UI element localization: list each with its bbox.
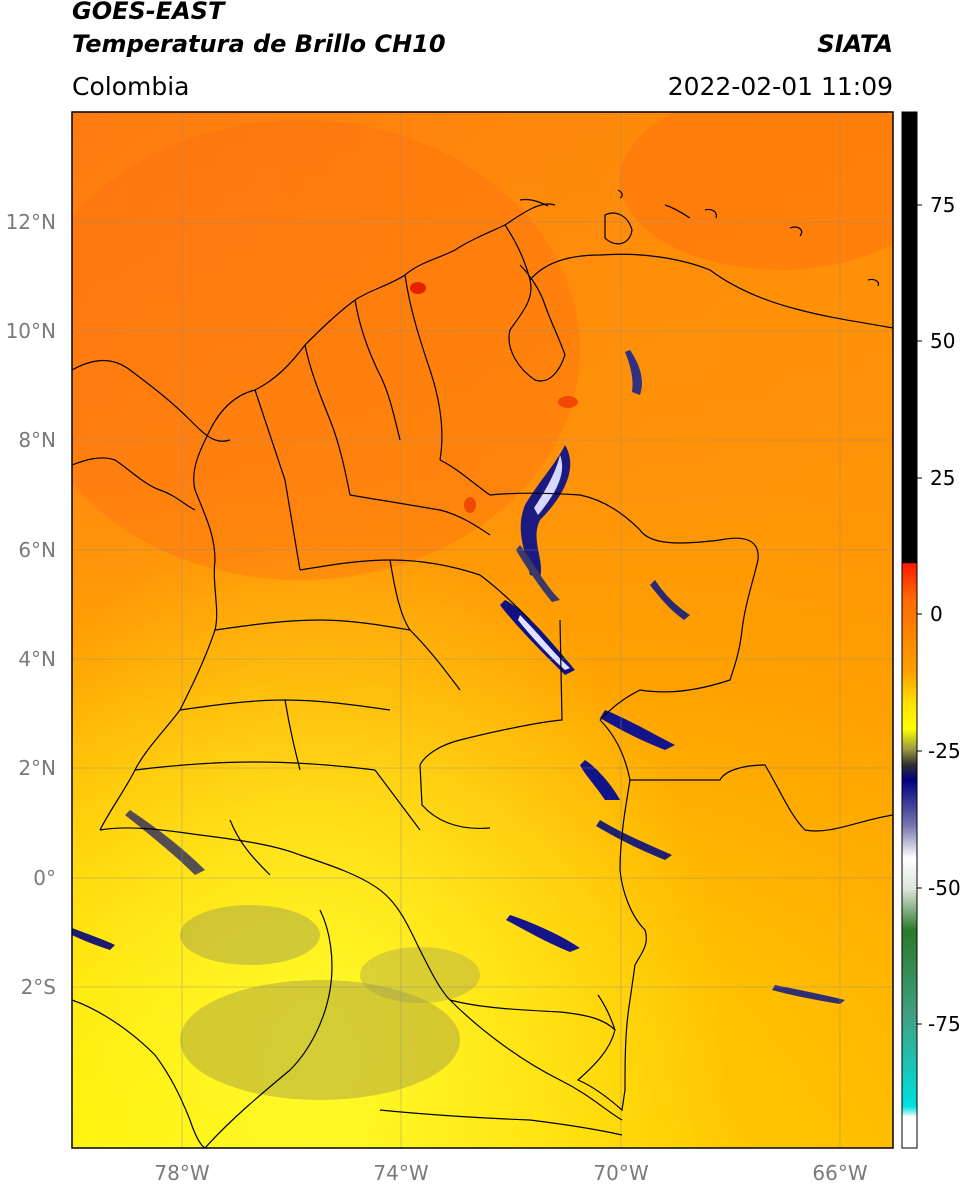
colorbar-tick-75: 75	[930, 193, 955, 217]
lat-labels: 12°N 10°N 8°N 6°N 4°N 2°N 0° 2°S	[6, 210, 56, 999]
agency-label: SIATA	[817, 30, 893, 58]
lat-label-8n: 8°N	[18, 428, 56, 452]
country-borders	[72, 189, 893, 1148]
lon-label-78w: 78°W	[154, 1161, 209, 1185]
map-frame	[71, 111, 894, 1149]
colorbar-tick-neg75: -75	[928, 1012, 961, 1036]
lon-labels: 78°W 74°W 70°W 66°W	[154, 1161, 867, 1185]
lat-label-4n: 4°N	[18, 647, 56, 671]
lat-label-2n: 2°N	[18, 756, 56, 780]
region-label: Colombia	[72, 72, 190, 101]
lat-label-12n: 12°N	[6, 210, 56, 234]
lon-label-70w: 70°W	[593, 1161, 648, 1185]
lat-label-10n: 10°N	[6, 319, 56, 343]
colorbar-tick-50: 50	[930, 329, 955, 353]
colorbar: 75 50 25 0 -25 -50 -75	[901, 111, 961, 1149]
lat-label-6n: 6°N	[18, 538, 56, 562]
lon-label-66w: 66°W	[812, 1161, 867, 1185]
colorbar-tick-25: 25	[930, 466, 955, 490]
satellite-title: GOES-EAST	[72, 0, 225, 25]
timestamp-label: 2022-02-01 11:09	[667, 72, 893, 101]
colorbar-tick-0: 0	[930, 602, 943, 626]
lon-label-74w: 74°W	[373, 1161, 428, 1185]
colorbar-tick-neg50: -50	[928, 876, 961, 900]
cloud-band-main	[72, 350, 845, 1004]
colorbar-tick-neg25: -25	[928, 739, 961, 763]
map-gridlines	[72, 112, 893, 1148]
product-title: Temperatura de Brillo CH10	[72, 30, 446, 58]
lat-label-2s: 2°S	[21, 975, 56, 999]
lat-label-0: 0°	[33, 866, 56, 890]
